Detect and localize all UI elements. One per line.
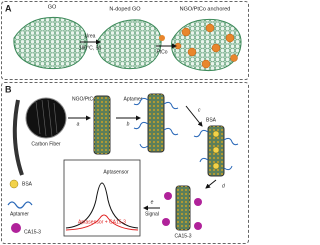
fiber-label: Carbon Fiber [31, 141, 61, 147]
target-label: CA15-3 [175, 233, 192, 239]
plot-frame [63, 159, 141, 237]
step-label: e [151, 199, 154, 205]
fiber-zoom [25, 97, 67, 139]
aptamer-label: Aptamer [124, 96, 143, 102]
coating-label: NGO/PtCo [72, 96, 96, 102]
condition: 180°C, 5h [79, 45, 102, 51]
stage-label: N-doped GO [109, 6, 141, 12]
panel-a-border [1, 1, 249, 80]
arrow [205, 179, 217, 189]
series-label: Aptasensor + CA15-3 [78, 219, 126, 225]
legend-aptamer-icon [7, 201, 33, 209]
step-label: a [77, 121, 80, 127]
electrode-particles [94, 96, 110, 154]
catalyst: PtCo [156, 49, 167, 55]
legend-target-icon [11, 223, 21, 233]
stage-label: GO [48, 4, 57, 10]
carbon-fiber [12, 99, 24, 176]
ptco-icon [159, 35, 165, 41]
step-label: d [222, 183, 225, 189]
ca15-3-bound [162, 192, 202, 230]
aptamer-strands [193, 129, 239, 171]
bsa-label: BSA [206, 117, 217, 123]
aptamer-strands [133, 97, 179, 149]
electrode-particles [176, 186, 190, 230]
legend-bsa-icon [9, 179, 19, 189]
figure: A GO N-doped GO NGO/PtCo anchored Urea 1… [1, 1, 249, 244]
panel-b-border [1, 82, 249, 244]
step-label: c [198, 107, 201, 113]
curve-aptasensor [65, 182, 139, 229]
arrow [185, 105, 203, 127]
step-label: b [127, 121, 130, 127]
page: {"panel_a": {"label": "A", "stages": ["G… [0, 0, 250, 245]
fiber-strands [35, 99, 58, 137]
ptco-particles [174, 23, 238, 69]
legend-label: BSA [22, 181, 33, 187]
panel-label: B [5, 84, 12, 94]
curve-aptasensor-target [65, 214, 139, 231]
stage-label: NGO/PtCo anchored [180, 6, 231, 12]
bsa-blocks [212, 130, 220, 170]
reagent: Urea [85, 33, 96, 39]
series-label: Aptasensor [103, 169, 129, 175]
legend-label: Aptamer [10, 211, 29, 217]
electrode-particles [148, 94, 164, 152]
panel-label: A [5, 3, 12, 13]
signal-label: Signal [145, 211, 159, 217]
legend-label: CA15-3 [24, 229, 41, 235]
